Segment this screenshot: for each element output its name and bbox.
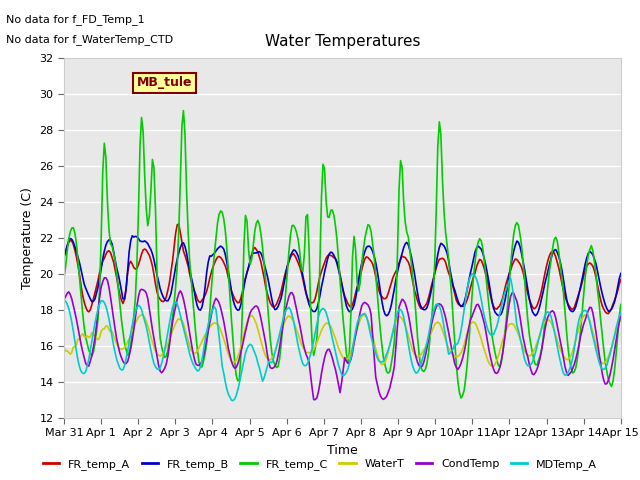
Line: FR_temp_A: FR_temp_A: [64, 224, 621, 313]
FR_temp_C: [129, 330, 136, 336]
Legend: FR_temp_A, FR_temp_B, FR_temp_C, WaterT, CondTemp, MDTemp_A: FR_temp_A, FR_temp_B, FR_temp_C, WaterT,…: [38, 455, 602, 474]
FR_temp_C: [457, 395, 465, 401]
FR_temp_C: [255, 222, 263, 228]
Text: MB_tule: MB_tule: [136, 76, 192, 89]
FR_temp_B: [246, 258, 254, 264]
FR_temp_B: [305, 301, 313, 307]
MDTemp_A: [589, 333, 596, 339]
FR_temp_B: [589, 252, 596, 258]
FR_temp_B: [129, 233, 136, 239]
WaterT: [129, 328, 136, 334]
FR_temp_A: [617, 277, 625, 283]
MDTemp_A: [255, 365, 263, 371]
WaterT: [60, 344, 68, 350]
CondTemp: [60, 297, 68, 302]
X-axis label: Time: Time: [327, 444, 358, 456]
FR_temp_C: [180, 108, 188, 114]
Line: FR_temp_C: FR_temp_C: [64, 111, 621, 398]
FR_temp_C: [617, 301, 625, 307]
FR_temp_B: [617, 271, 625, 276]
FR_temp_B: [60, 254, 68, 260]
WaterT: [246, 313, 254, 319]
Line: CondTemp: CondTemp: [64, 278, 621, 399]
MDTemp_A: [246, 341, 254, 347]
WaterT: [589, 329, 596, 335]
Text: No data for f_FD_Temp_1: No data for f_FD_Temp_1: [6, 14, 145, 25]
FR_temp_A: [588, 261, 595, 267]
FR_temp_A: [60, 252, 68, 257]
MDTemp_A: [305, 357, 313, 362]
WaterT: [305, 350, 313, 356]
CondTemp: [130, 327, 138, 333]
CondTemp: [228, 359, 236, 364]
Line: FR_temp_B: FR_temp_B: [64, 236, 621, 316]
FR_temp_C: [228, 318, 236, 324]
MDTemp_A: [60, 298, 68, 304]
FR_temp_B: [228, 288, 236, 294]
Y-axis label: Temperature (C): Temperature (C): [20, 187, 34, 288]
WaterT: [255, 332, 263, 338]
CondTemp: [246, 310, 254, 316]
CondTemp: [589, 310, 596, 316]
Title: Water Temperatures: Water Temperatures: [265, 35, 420, 49]
MDTemp_A: [229, 398, 237, 404]
FR_temp_B: [383, 313, 390, 319]
Line: MDTemp_A: MDTemp_A: [64, 274, 621, 401]
FR_temp_C: [589, 248, 596, 254]
WaterT: [617, 318, 625, 324]
FR_temp_A: [255, 254, 263, 260]
WaterT: [488, 363, 496, 369]
CondTemp: [310, 396, 317, 402]
FR_temp_C: [305, 246, 313, 252]
MDTemp_A: [226, 394, 234, 400]
FR_temp_A: [246, 258, 254, 264]
FR_temp_A: [228, 288, 236, 294]
WaterT: [138, 312, 145, 318]
FR_temp_C: [60, 275, 68, 281]
WaterT: [228, 359, 236, 364]
Text: No data for f_WaterTemp_CTD: No data for f_WaterTemp_CTD: [6, 34, 173, 45]
Line: WaterT: WaterT: [64, 315, 621, 366]
FR_temp_A: [305, 298, 313, 304]
MDTemp_A: [468, 271, 476, 277]
FR_temp_B: [255, 249, 263, 254]
CondTemp: [255, 309, 263, 315]
MDTemp_A: [617, 310, 625, 316]
CondTemp: [102, 275, 109, 281]
FR_temp_B: [130, 234, 138, 240]
CondTemp: [617, 313, 625, 319]
FR_temp_A: [605, 311, 612, 316]
FR_temp_A: [129, 261, 136, 267]
FR_temp_A: [175, 221, 182, 227]
MDTemp_A: [129, 322, 136, 328]
FR_temp_C: [246, 262, 254, 267]
CondTemp: [305, 359, 313, 365]
